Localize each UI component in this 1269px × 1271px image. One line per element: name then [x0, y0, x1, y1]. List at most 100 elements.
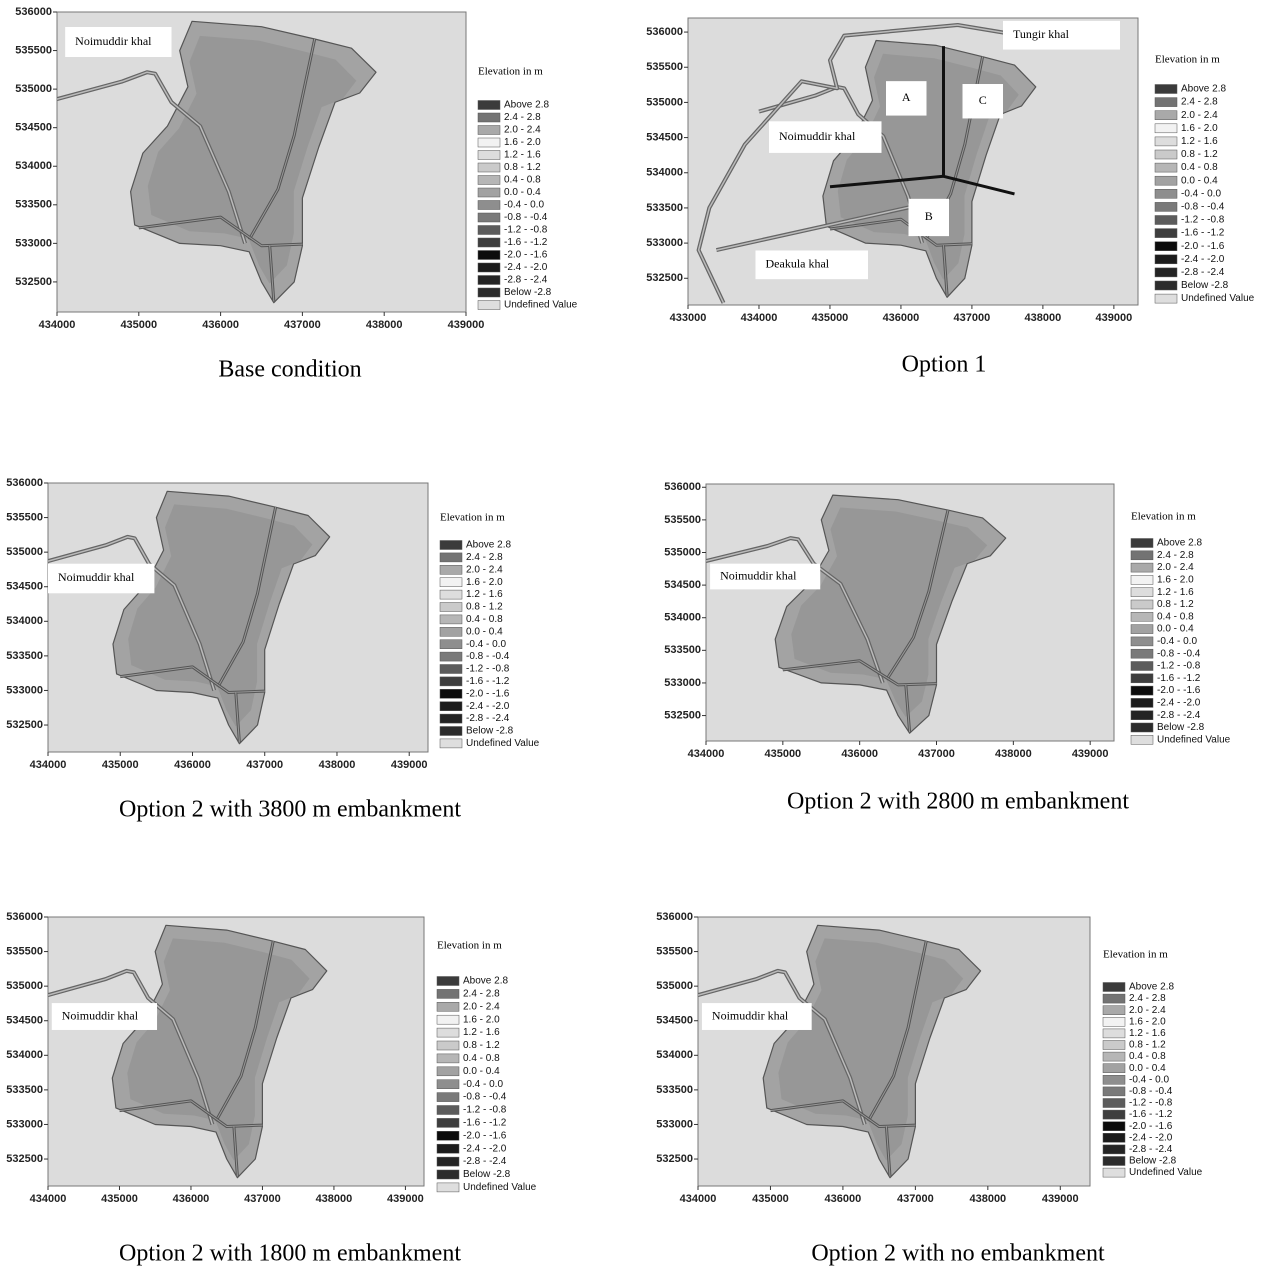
legend-label: -1.6 - -1.2 [504, 237, 548, 248]
y-tick-label: 536000 [6, 911, 43, 923]
legend-swatch [1131, 674, 1153, 683]
legend-label: Below -2.8 [504, 287, 552, 298]
legend-swatch [440, 652, 462, 661]
legend-label: 2.0 - 2.4 [463, 1001, 500, 1012]
legend-swatch [1155, 98, 1177, 107]
x-tick-label: 438000 [366, 319, 403, 331]
x-tick-label: 435000 [102, 759, 139, 771]
legend-swatch [437, 1015, 459, 1024]
y-tick-label: 535000 [664, 546, 701, 558]
x-tick-label: 434000 [30, 1193, 67, 1205]
y-tick-label: 533000 [664, 677, 701, 689]
x-tick-label: 435000 [120, 319, 157, 331]
legend-label: 0.0 - 0.4 [466, 626, 503, 637]
legend-swatch [1155, 85, 1177, 94]
legend-swatch [437, 1067, 459, 1076]
legend-swatch [437, 1028, 459, 1037]
legend-swatch [1103, 1168, 1125, 1177]
legend-swatch [1155, 150, 1177, 159]
y-tick-label: 535500 [664, 514, 701, 526]
legend-label: Below -2.8 [1129, 1156, 1177, 1167]
legend-swatch [440, 714, 462, 723]
annotation: C [979, 93, 987, 107]
y-tick-label: 535500 [646, 61, 683, 73]
legend-swatch [478, 263, 500, 272]
legend-label: 1.6 - 2.0 [463, 1014, 500, 1025]
legend-label: 1.6 - 2.0 [1157, 575, 1194, 586]
caption: Option 2 with 3800 m embankment [119, 797, 461, 823]
y-tick-label: 534000 [6, 615, 43, 627]
legend-label: -0.8 - -0.4 [1181, 202, 1225, 213]
legend-swatch [1131, 563, 1153, 572]
caption: Option 1 [902, 352, 987, 378]
legend-swatch [478, 251, 500, 260]
x-tick-label: 438000 [995, 748, 1032, 760]
legend-swatch [440, 702, 462, 711]
legend-swatch [437, 1183, 459, 1192]
x-tick-label: 437000 [954, 312, 991, 324]
legend-swatch [437, 1080, 459, 1089]
legend-label: Undefined Value [463, 1182, 537, 1193]
x-tick-label: 435000 [764, 748, 801, 760]
legend-label: -1.6 - -1.2 [466, 676, 510, 687]
annotation: Noimuddir khal [58, 570, 135, 584]
x-tick-label: 434000 [680, 1193, 717, 1205]
legend-label: Below -2.8 [1181, 280, 1229, 291]
x-tick-label: 437000 [918, 748, 955, 760]
legend-swatch [1131, 649, 1153, 658]
y-tick-label: 534500 [6, 581, 43, 593]
legend-label: 0.0 - 0.4 [1181, 175, 1218, 186]
y-tick-label: 536000 [15, 6, 52, 18]
caption: Base condition [218, 357, 361, 383]
legend-label: 0.4 - 0.8 [466, 614, 503, 625]
legend-label: 2.4 - 2.8 [466, 552, 503, 563]
legend-swatch [1131, 539, 1153, 548]
legend-label: 1.2 - 1.6 [1129, 1028, 1166, 1039]
legend-swatch [1155, 242, 1177, 251]
legend-swatch [478, 101, 500, 110]
legend-swatch [1155, 111, 1177, 120]
x-tick-label: 434000 [39, 319, 76, 331]
legend-swatch [1155, 294, 1177, 303]
legend-label: Below -2.8 [463, 1169, 511, 1180]
legend-swatch [440, 578, 462, 587]
x-tick-label: 439000 [448, 319, 485, 331]
legend-label: 0.0 - 0.4 [1129, 1063, 1166, 1074]
legend-label: 0.8 - 1.2 [1157, 599, 1194, 610]
y-tick-label: 532500 [656, 1153, 693, 1165]
legend-label: 1.2 - 1.6 [504, 150, 541, 161]
legend-label: -1.6 - -1.2 [1157, 673, 1201, 684]
legend-label: 0.4 - 0.8 [1157, 611, 1194, 622]
legend-title: Elevation in m [437, 940, 502, 952]
legend-swatch [1155, 124, 1177, 133]
y-tick-label: 533500 [15, 199, 52, 211]
annotation: Tungir khal [1013, 27, 1070, 41]
y-tick-label: 533500 [664, 644, 701, 656]
caption: Option 2 with 2800 m embankment [787, 789, 1129, 815]
legend-label: -2.8 - -2.4 [463, 1156, 507, 1167]
legend-swatch [1155, 176, 1177, 185]
legend-swatch [1103, 1052, 1125, 1061]
legend-label: -1.2 - -0.8 [1129, 1098, 1173, 1109]
legend-label: -2.4 - -2.0 [504, 262, 548, 273]
map-panel: 4340004350004360004370004380004390005325… [656, 911, 1202, 1267]
y-tick-label: 533500 [6, 1084, 43, 1096]
legend-label: Above 2.8 [1129, 982, 1174, 993]
x-tick-label: 436000 [841, 748, 878, 760]
legend-label: 1.6 - 2.0 [1181, 123, 1218, 134]
legend-swatch [437, 989, 459, 998]
x-tick-label: 439000 [387, 1193, 424, 1205]
x-tick-label: 439000 [391, 759, 428, 771]
legend-label: -1.6 - -1.2 [463, 1118, 507, 1129]
legend-swatch [440, 603, 462, 612]
legend-swatch [437, 1093, 459, 1102]
y-tick-label: 534500 [15, 122, 52, 134]
y-tick-label: 533500 [6, 650, 43, 662]
legend-swatch [478, 138, 500, 147]
legend-label: -2.8 - -2.4 [466, 713, 510, 724]
legend-swatch [1131, 625, 1153, 634]
legend-swatch [440, 727, 462, 736]
legend-swatch [1131, 686, 1153, 695]
x-tick-label: 436000 [202, 319, 239, 331]
x-tick-label: 437000 [284, 319, 321, 331]
